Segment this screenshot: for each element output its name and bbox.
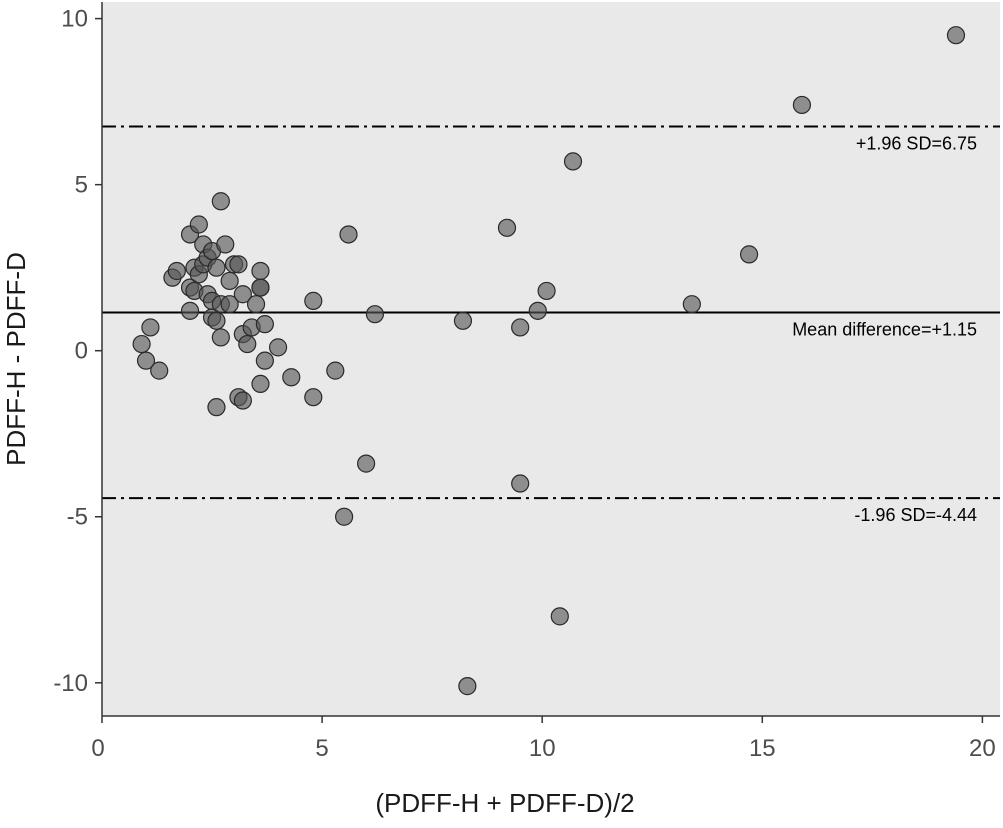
data-point	[220, 295, 239, 314]
data-point	[251, 374, 270, 394]
data-point	[453, 311, 473, 330]
y-tick-label: -5	[67, 504, 88, 531]
data-point	[458, 677, 477, 696]
x-tick-label: 10	[529, 735, 556, 762]
reference-lines: +1.96 SD=6.75 Mean difference=+1.15 -1.96 …	[102, 125, 1000, 525]
data-point	[141, 318, 160, 337]
data-point	[136, 351, 156, 370]
data-point	[365, 305, 385, 324]
y-tick-label: 0	[75, 338, 88, 365]
data-point	[255, 351, 274, 370]
data-point	[550, 607, 569, 626]
data-point	[207, 258, 226, 277]
plot-panel	[102, 2, 1000, 716]
data-point	[229, 255, 248, 274]
data-point	[304, 388, 323, 407]
data-point	[246, 295, 266, 314]
y-axis-title: PDFF-H - PDFF-D	[1, 252, 31, 466]
data-point	[563, 152, 583, 171]
data-point	[268, 338, 288, 357]
y-tick-label: 5	[75, 172, 88, 199]
x-tick-label: 15	[749, 735, 776, 762]
x-axis-title: (PDFF-H + PDFF-D)/2	[375, 788, 634, 818]
data-point	[946, 26, 966, 45]
data-point	[304, 291, 323, 310]
data-point	[211, 328, 230, 347]
data-point	[233, 391, 252, 410]
x-axis: 0 5 10 15 20	[91, 715, 1000, 762]
data-point	[216, 235, 235, 254]
ref-label-lower: -1.96 SD=-4.44	[854, 505, 977, 525]
data-point	[220, 271, 239, 291]
data-point	[339, 225, 358, 244]
data-point	[238, 334, 257, 354]
data-point	[326, 361, 345, 380]
data-point	[211, 192, 230, 211]
data-point	[335, 507, 354, 526]
data-point	[150, 361, 169, 380]
data-point	[251, 261, 270, 281]
data-points	[132, 26, 966, 696]
data-point	[682, 295, 701, 314]
y-tick-label: 10	[61, 6, 88, 33]
data-point	[180, 301, 200, 320]
x-tick-label: 20	[969, 735, 996, 762]
data-point	[189, 215, 208, 234]
ref-label-mean: Mean difference=+1.15	[792, 320, 977, 340]
y-axis: 10 5 0 -5 -10	[53, 2, 103, 716]
data-point	[233, 285, 252, 304]
y-tick-label: -10	[53, 670, 88, 697]
data-point	[132, 334, 151, 354]
data-point	[207, 311, 226, 330]
data-point	[511, 318, 530, 337]
data-point	[537, 281, 556, 301]
data-point	[528, 301, 547, 320]
data-point	[739, 245, 759, 264]
data-point	[792, 95, 812, 115]
data-point	[207, 398, 226, 417]
data-point	[357, 454, 376, 473]
data-point	[251, 278, 270, 297]
data-point	[255, 315, 274, 334]
data-point	[497, 218, 517, 237]
x-tick-label: 0	[91, 735, 104, 762]
ref-label-upper: +1.96 SD=6.75	[856, 134, 977, 154]
data-point	[282, 368, 301, 387]
x-tick-label: 5	[315, 735, 328, 762]
data-point	[167, 261, 186, 281]
data-point	[511, 474, 530, 493]
